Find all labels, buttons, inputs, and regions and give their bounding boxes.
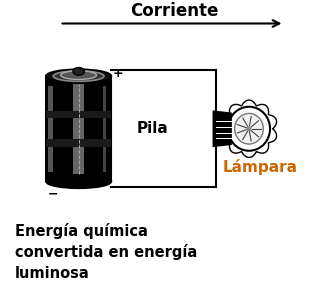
Bar xyxy=(103,86,107,172)
Text: Pila: Pila xyxy=(136,121,168,136)
Ellipse shape xyxy=(228,107,270,151)
Bar xyxy=(46,139,111,147)
Bar xyxy=(46,76,111,181)
Text: +: + xyxy=(113,67,124,80)
Ellipse shape xyxy=(46,175,111,188)
Text: Energía química
convertida en energía
luminosa: Energía química convertida en energía lu… xyxy=(14,223,197,281)
Text: Corriente: Corriente xyxy=(130,2,219,20)
Ellipse shape xyxy=(46,69,111,83)
Text: −: − xyxy=(48,187,59,200)
Bar xyxy=(48,86,53,172)
Ellipse shape xyxy=(247,126,252,131)
Text: Lámpara: Lámpara xyxy=(223,159,298,175)
Bar xyxy=(46,111,111,118)
Bar xyxy=(73,84,84,174)
Ellipse shape xyxy=(235,114,263,144)
Ellipse shape xyxy=(53,71,104,81)
Polygon shape xyxy=(213,112,231,146)
Ellipse shape xyxy=(61,71,97,79)
Ellipse shape xyxy=(73,67,84,75)
